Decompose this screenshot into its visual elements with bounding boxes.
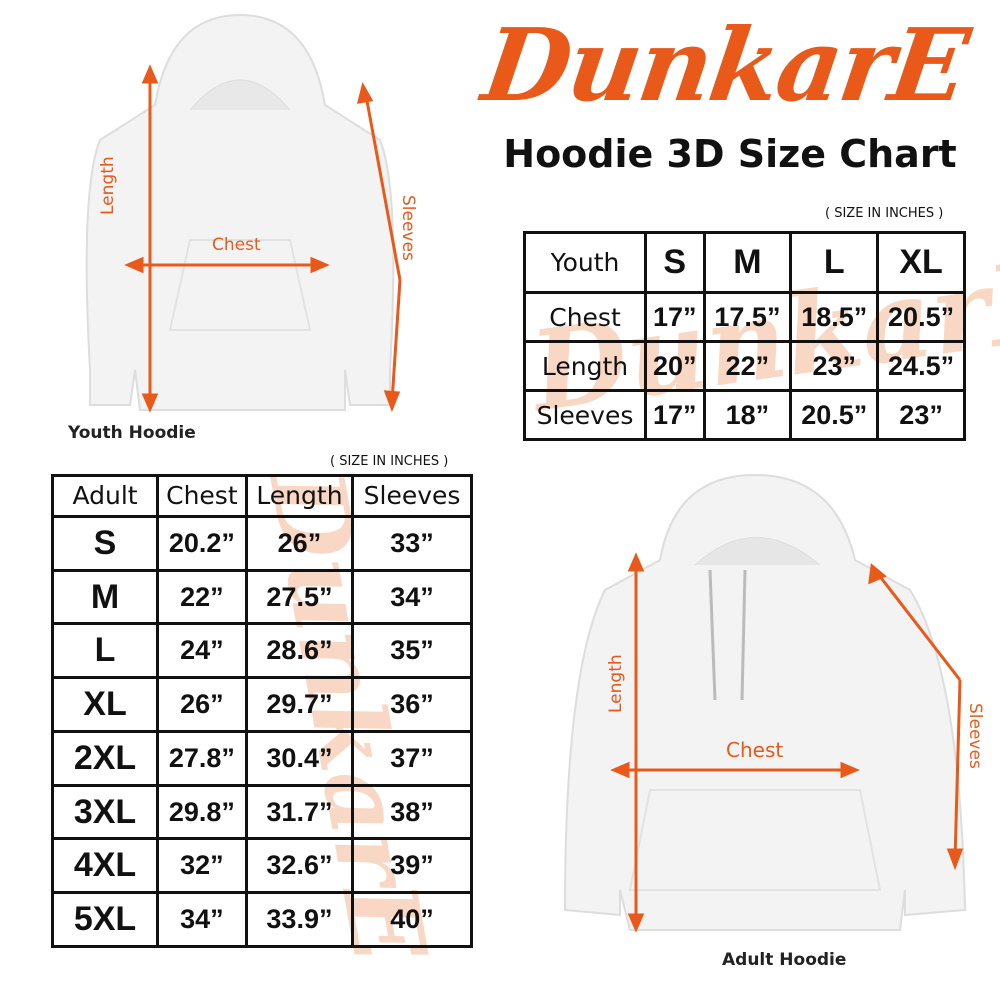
adult-size-table: Adult Chest Length Sleeves S 20.2” 26” 33” M… — [51, 474, 473, 948]
page-title: Hoodie 3D Size Chart — [503, 132, 957, 176]
row-label: Sleeves — [523, 389, 647, 441]
table-cell: 35” — [351, 622, 473, 680]
table-cell: 34” — [351, 568, 473, 626]
table-cell: 29.8” — [156, 783, 248, 841]
adult-caption: Adult Hoodie — [722, 950, 847, 970]
table-cell: 26” — [244, 514, 355, 572]
row-label: 5XL — [51, 891, 159, 948]
youth-sleeves-label: Sleeves — [398, 195, 418, 261]
table-header: Length — [244, 474, 355, 518]
table-row: 5XL 34” 33.9” 40” — [51, 891, 473, 948]
table-cell: 30.4” — [244, 729, 355, 787]
table-cell: 17” — [644, 389, 706, 441]
table-cell: 33.9” — [244, 891, 355, 948]
table-cell: 38” — [351, 783, 473, 841]
table-cell: 29.7” — [244, 676, 355, 733]
table-cell: 20” — [644, 340, 706, 393]
table-cell: 26” — [156, 676, 248, 733]
table-header: Sleeves — [351, 474, 473, 518]
youth-unit-note: ( SIZE IN INCHES ) — [825, 206, 944, 221]
youth-chest-label: Chest — [212, 235, 261, 255]
table-cell: 18.5” — [789, 291, 880, 344]
table-row: XL 26” 29.7” 36” — [51, 676, 473, 733]
table-cell: 17.5” — [702, 291, 793, 344]
table-row: Chest 17” 17.5” 18.5” 20.5” — [523, 291, 966, 344]
table-header: M — [702, 230, 793, 295]
youth-caption: Youth Hoodie — [68, 423, 196, 443]
table-cell: 37” — [351, 729, 473, 787]
table-cell: 22” — [156, 568, 248, 626]
table-cell: 27.8” — [156, 729, 248, 787]
table-cell: 20.2” — [156, 514, 248, 572]
table-cell: 32” — [156, 837, 248, 895]
adult-sleeves-label: Sleeves — [965, 703, 985, 769]
table-cell: 40” — [351, 891, 473, 948]
table-cell: 31.7” — [244, 783, 355, 841]
table-cell: 22” — [702, 340, 793, 393]
table-row: 2XL 27.8” 30.4” 37” — [51, 729, 473, 787]
table-header: L — [789, 230, 880, 295]
table-cell: 23” — [876, 389, 966, 441]
table-row: 3XL 29.8” 31.7” 38” — [51, 783, 473, 841]
table-row: M 22” 27.5” 34” — [51, 568, 473, 626]
row-label: 2XL — [51, 729, 159, 787]
row-label: XL — [51, 676, 159, 733]
table-cell: 34” — [156, 891, 248, 948]
table-row: Youth S M L XL — [523, 230, 966, 295]
table-row: S 20.2” 26” 33” — [51, 514, 473, 572]
row-label: L — [51, 622, 159, 680]
row-label: Length — [523, 340, 647, 393]
brand-logo: DunkarE — [476, 6, 974, 124]
row-label: 3XL — [51, 783, 159, 841]
table-cell: 18” — [702, 389, 793, 441]
row-label: 4XL — [51, 837, 159, 895]
table-cell: 36” — [351, 676, 473, 733]
adult-chest-label: Chest — [726, 738, 784, 762]
table-header: S — [644, 230, 706, 295]
adult-unit-note: ( SIZE IN INCHES ) — [330, 454, 449, 469]
youth-length-label: Length — [98, 156, 118, 215]
table-row: Adult Chest Length Sleeves — [51, 474, 473, 518]
adult-length-label: Length — [606, 654, 626, 713]
table-cell: 24” — [156, 622, 248, 680]
row-label: Chest — [523, 291, 647, 344]
adult-hoodie-image — [563, 473, 967, 933]
table-cell: 28.6” — [244, 622, 355, 680]
table-row: 4XL 32” 32.6” 39” — [51, 837, 473, 895]
table-cell: 32.6” — [244, 837, 355, 895]
table-cell: 24.5” — [876, 340, 966, 393]
table-cell: 39” — [351, 837, 473, 895]
table-header: XL — [876, 230, 966, 295]
youth-size-table: Youth S M L XL Chest 17” 17.5” 18.5” 20.5” L… — [523, 230, 966, 441]
table-row: Sleeves 17” 18” 20.5” 23” — [523, 389, 966, 441]
table-cell: 27.5” — [244, 568, 355, 626]
youth-hoodie-image — [85, 13, 402, 413]
table-cell: 17” — [644, 291, 706, 344]
table-header: Chest — [156, 474, 248, 518]
row-label: S — [51, 514, 159, 572]
table-row: Length 20” 22” 23” 24.5” — [523, 340, 966, 393]
table-row: L 24” 28.6” 35” — [51, 622, 473, 680]
table-header: Youth — [523, 230, 647, 295]
table-cell: 20.5” — [789, 389, 880, 441]
table-header: Adult — [51, 474, 159, 518]
row-label: M — [51, 568, 159, 626]
table-cell: 23” — [789, 340, 880, 393]
table-cell: 33” — [351, 514, 473, 572]
table-cell: 20.5” — [876, 291, 966, 344]
